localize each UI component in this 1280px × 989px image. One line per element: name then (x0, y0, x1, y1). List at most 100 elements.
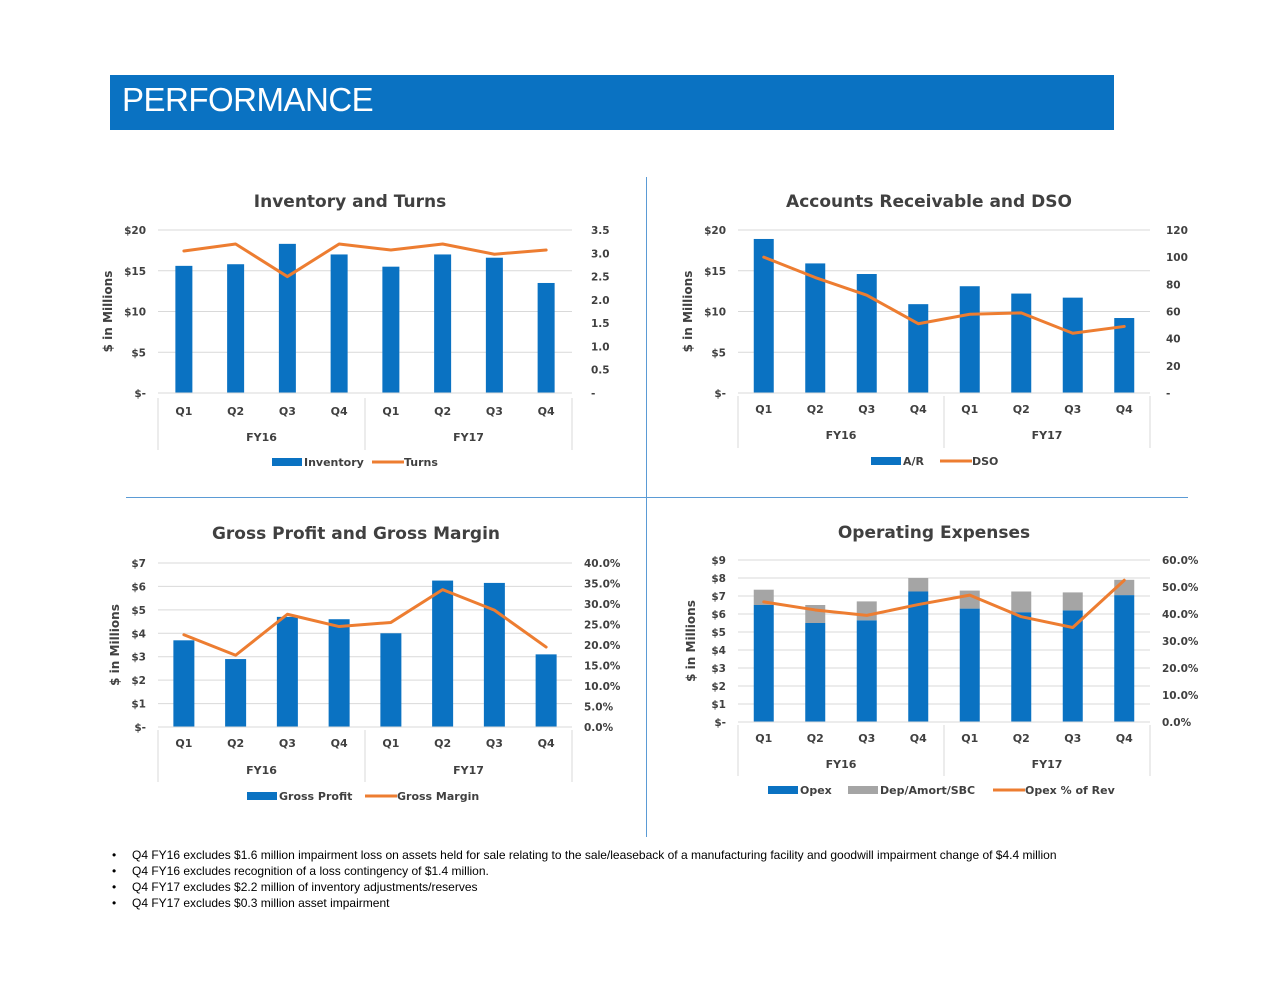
legend-swatch (871, 457, 901, 465)
y2-tick-label: 40 (1166, 334, 1181, 346)
bar-a-r (908, 304, 929, 393)
y-tick-label: $2 (711, 681, 726, 693)
x-tick-label: Q1 (961, 732, 978, 745)
x-tick-label: Q2 (1013, 732, 1030, 745)
legend-label: DSO (972, 455, 998, 468)
group-label: FY17 (453, 431, 484, 444)
group-label: FY16 (826, 429, 857, 442)
bar-a-r (805, 263, 826, 393)
bar-opex (1062, 610, 1083, 722)
y2-tick-label: 0.0% (1162, 717, 1192, 729)
bar-gross-profit (483, 582, 505, 727)
bar-opex (959, 608, 980, 722)
bar-inventory (175, 265, 193, 393)
legend-label: Inventory (304, 456, 364, 469)
y-tick-label: $4 (711, 645, 726, 657)
x-tick-label: Q1 (755, 403, 772, 416)
y-tick-label: $10 (704, 307, 726, 319)
legend-label: Opex (800, 784, 832, 797)
y-tick-label: $10 (124, 307, 146, 319)
line-opex-of-rev (762, 578, 1126, 629)
y-tick-label: $7 (131, 558, 146, 570)
y2-tick-label: 80 (1166, 279, 1181, 291)
y2-tick-label: 20.0% (1162, 663, 1199, 675)
y2-tick-label: 0.5 (591, 365, 610, 377)
bar-inventory (382, 266, 400, 393)
bar-gross-profit (535, 654, 557, 727)
y-tick-label: $2 (131, 675, 146, 687)
y2-tick-label: - (1166, 388, 1170, 400)
legend-swatch (848, 786, 878, 794)
y2-tick-label: - (591, 388, 595, 400)
y2-tick-label: 40.0% (1162, 609, 1199, 621)
x-tick-label: Q4 (331, 737, 348, 750)
legend-label: Gross Margin (397, 790, 479, 803)
y-tick-label: $6 (711, 609, 726, 621)
bar-dep-amort-sbc (1062, 592, 1083, 611)
y-tick-label: $15 (124, 266, 146, 278)
bar-inventory (434, 254, 452, 393)
bar-inventory (330, 254, 348, 393)
bar-dep-amort-sbc (1011, 591, 1032, 613)
bar-opex (1114, 595, 1135, 722)
bar-dep-amort-sbc (908, 578, 929, 592)
y-tick-label: $20 (124, 225, 146, 237)
y-tick-label: $20 (704, 225, 726, 237)
y-tick-label: $9 (711, 555, 726, 567)
bar-gross-profit (173, 640, 195, 727)
footnote-text: Q4 FY16 excludes $1.6 million impairment… (132, 848, 1057, 862)
x-tick-label: Q1 (755, 732, 772, 745)
x-tick-label: Q4 (910, 403, 927, 416)
header-banner: PERFORMANCE (110, 75, 1114, 130)
y-tick-label: $3 (711, 663, 726, 675)
horizontal-divider (126, 497, 1188, 498)
x-tick-label: Q3 (858, 732, 875, 745)
y2-tick-label: 30.0% (584, 599, 621, 611)
y2-tick-label: 60.0% (1162, 555, 1199, 567)
footnote: • Q4 FY16 excludes $1.6 million impairmen… (112, 848, 1057, 862)
legend-swatch (272, 458, 302, 466)
y-axis-label: $ in Millions (101, 271, 115, 353)
footnote: • Q4 FY17 excludes $0.3 million asset imp… (112, 896, 390, 910)
chart-title: Operating Expenses (838, 523, 1030, 543)
line-turns (182, 242, 548, 279)
x-tick-label: Q4 (910, 732, 927, 745)
y2-tick-label: 0.0% (584, 722, 614, 734)
legend-swatch (247, 792, 277, 800)
bar-opex (856, 620, 877, 722)
y2-tick-label: 15.0% (584, 661, 621, 673)
y2-tick-label: 3.0 (591, 248, 610, 260)
bar-inventory (485, 257, 503, 393)
x-tick-label: Q2 (807, 732, 824, 745)
y2-tick-label: 1.5 (591, 318, 610, 330)
x-tick-label: Q2 (434, 737, 451, 750)
y-tick-label: $5 (711, 627, 726, 639)
y2-tick-label: 20.0% (584, 640, 621, 652)
x-tick-label: Q1 (382, 737, 399, 750)
y2-tick-label: 1.0 (591, 341, 610, 353)
group-label: FY16 (246, 764, 277, 777)
page-title: PERFORMANCE (122, 81, 374, 118)
bar-gross-profit (225, 659, 247, 727)
y-tick-label: $15 (704, 266, 726, 278)
bar-gross-profit (432, 580, 454, 727)
y2-tick-label: 120 (1166, 225, 1188, 237)
x-tick-label: Q4 (538, 737, 555, 750)
x-tick-label: Q2 (227, 737, 244, 750)
footnote: • Q4 FY17 excludes $2.2 million of invent… (112, 880, 478, 894)
x-tick-label: Q3 (486, 405, 503, 418)
footnote-text: Q4 FY17 excludes $2.2 million of invento… (132, 880, 478, 894)
y2-tick-label: 10.0% (584, 681, 621, 693)
y-tick-label: $- (134, 722, 146, 734)
y-tick-label: $3 (131, 652, 146, 664)
bar-inventory (227, 264, 245, 393)
legend-label: Gross Profit (279, 790, 352, 803)
bar-a-r (959, 286, 980, 393)
y2-tick-label: 2.5 (591, 272, 610, 284)
x-tick-label: Q2 (434, 405, 451, 418)
footnotes: • Q4 FY16 excludes $1.6 million impairmen… (112, 847, 1212, 911)
y-tick-label: $- (714, 388, 726, 400)
legend-swatch (768, 786, 798, 794)
footnote: • Q4 FY16 excludes recognition of a loss … (112, 864, 489, 878)
